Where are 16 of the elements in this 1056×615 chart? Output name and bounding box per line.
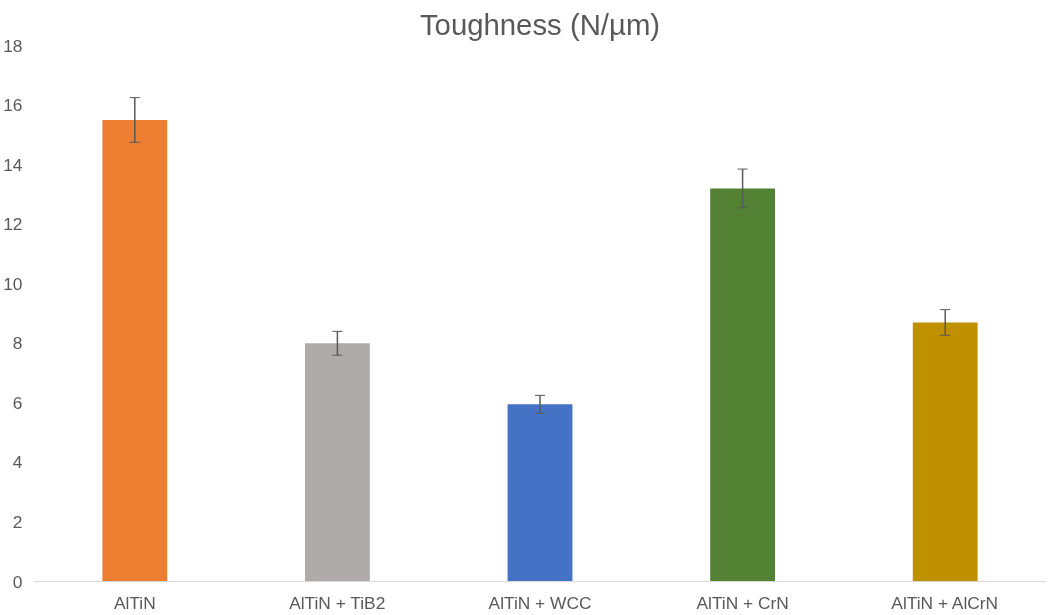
x-tick-label: AlTiN + WCC [488,592,592,613]
y-tick-label: 14 [3,154,23,175]
chart-title: Toughness (N/µm) [419,7,661,41]
y-tick-label: 6 [12,392,23,413]
x-tick-label: AlTiN + TiB2 [289,592,386,613]
y-tick-label: 12 [3,214,23,235]
y-tick-label: 0 [12,571,23,592]
y-tick-label: 18 [3,35,23,56]
y-tick-label: 16 [3,95,23,116]
x-tick-label: AlTiN + CrN [696,592,789,613]
x-tick-label: AlTiN + AlCrN [891,592,999,613]
x-tick-label: AlTiN [113,592,156,613]
y-tick-label: 4 [12,452,23,473]
y-tick-label: 8 [12,333,23,354]
y-tick-label: 10 [3,273,23,294]
y-tick-label: 2 [12,511,23,532]
